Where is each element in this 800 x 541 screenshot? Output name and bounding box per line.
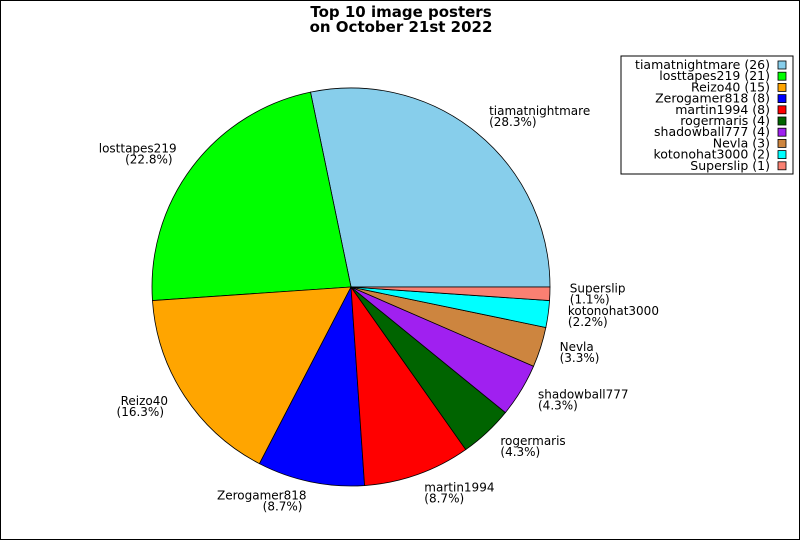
chart-title-line-2: on October 21st 2022 <box>310 18 493 36</box>
slice-label-losttapes219: losttapes219 (22.8%) <box>99 142 177 167</box>
pie-slice-martin1994 <box>350 285 467 486</box>
slice-label-rogermaris: rogermaris (4.3%) <box>500 434 565 459</box>
legend-swatch-reizo40 <box>777 83 787 92</box>
slice-label-nevla: Nevla (3.3%) <box>560 340 600 365</box>
slice-label-superslip: Superslip (1.1%) <box>570 282 626 307</box>
legend-entry-losttapes219: losttapes219 (21) <box>659 68 770 83</box>
slice-label-martin1994: martin1994 (8.7%) <box>424 480 494 505</box>
legend-swatch-rogermaris <box>777 116 787 126</box>
chart-title-line-1: Top 10 image posters <box>310 3 491 21</box>
pie-slice-superslip <box>350 286 551 302</box>
legend-swatch-shadowball777 <box>777 127 787 137</box>
slice-label-shadowball777: shadowball777 (4.3%) <box>538 388 629 413</box>
legend-entry-reizo40: Reizo40 (15) <box>691 79 770 94</box>
slice-label-tiamatnightmare: tiamatnightmare (28.3%) <box>489 104 590 129</box>
legend-entry-superslip: Superslip (1) <box>690 158 770 173</box>
legend-swatch-tiamatnightmare <box>777 60 787 70</box>
slice-labels: tiamatnightmare (28.3%) losttapes219 (22.8%… <box>99 104 659 513</box>
legend-box <box>620 55 794 175</box>
pie-slices <box>151 87 551 487</box>
legend-swatch-kotonohat3000 <box>777 150 787 160</box>
slice-label-kotonohat3000: kotonohat3000 (2.2%) <box>568 304 659 329</box>
legend-entry-martin1994: martin1994 (8) <box>675 102 770 117</box>
slice-label-reizo40: Reizo40 (16.3%) <box>117 394 168 419</box>
legend-swatch-superslip <box>777 161 787 171</box>
legend-swatch-martin1994 <box>777 105 787 115</box>
pie-slice-losttapes219 <box>151 91 352 302</box>
legend-entry-nevla: Nevla (3) <box>713 135 770 150</box>
chart-title: Top 10 image posters on October 21st 202… <box>310 3 493 36</box>
legend-entry-shadowball777: shadowball777 (4) <box>654 124 770 139</box>
slice-label-zerogamer818: Zerogamer818 (8.7%) <box>217 488 307 513</box>
legend-entry-rogermaris: rogermaris (4) <box>680 113 770 128</box>
legend-entry-tiamatnightmare: tiamatnightmare (26) <box>635 57 770 72</box>
legend-swatch-nevla <box>777 138 787 148</box>
legend-swatch-losttapes219 <box>777 71 787 81</box>
pie-slice-tiamatnightmare <box>310 87 551 288</box>
legend-swatch-zerogamer818 <box>777 94 787 103</box>
legend-entry-kotonohat3000: kotonohat3000 (2) <box>653 147 770 162</box>
pie-slice-zerogamer818 <box>258 285 366 487</box>
chart-legend: tiamatnightmare (26)losttapes219 (21)Rei… <box>620 55 794 175</box>
legend-entry-zerogamer818: Zerogamer818 (8) <box>655 91 770 106</box>
pie-slice-reizo40 <box>152 286 352 465</box>
